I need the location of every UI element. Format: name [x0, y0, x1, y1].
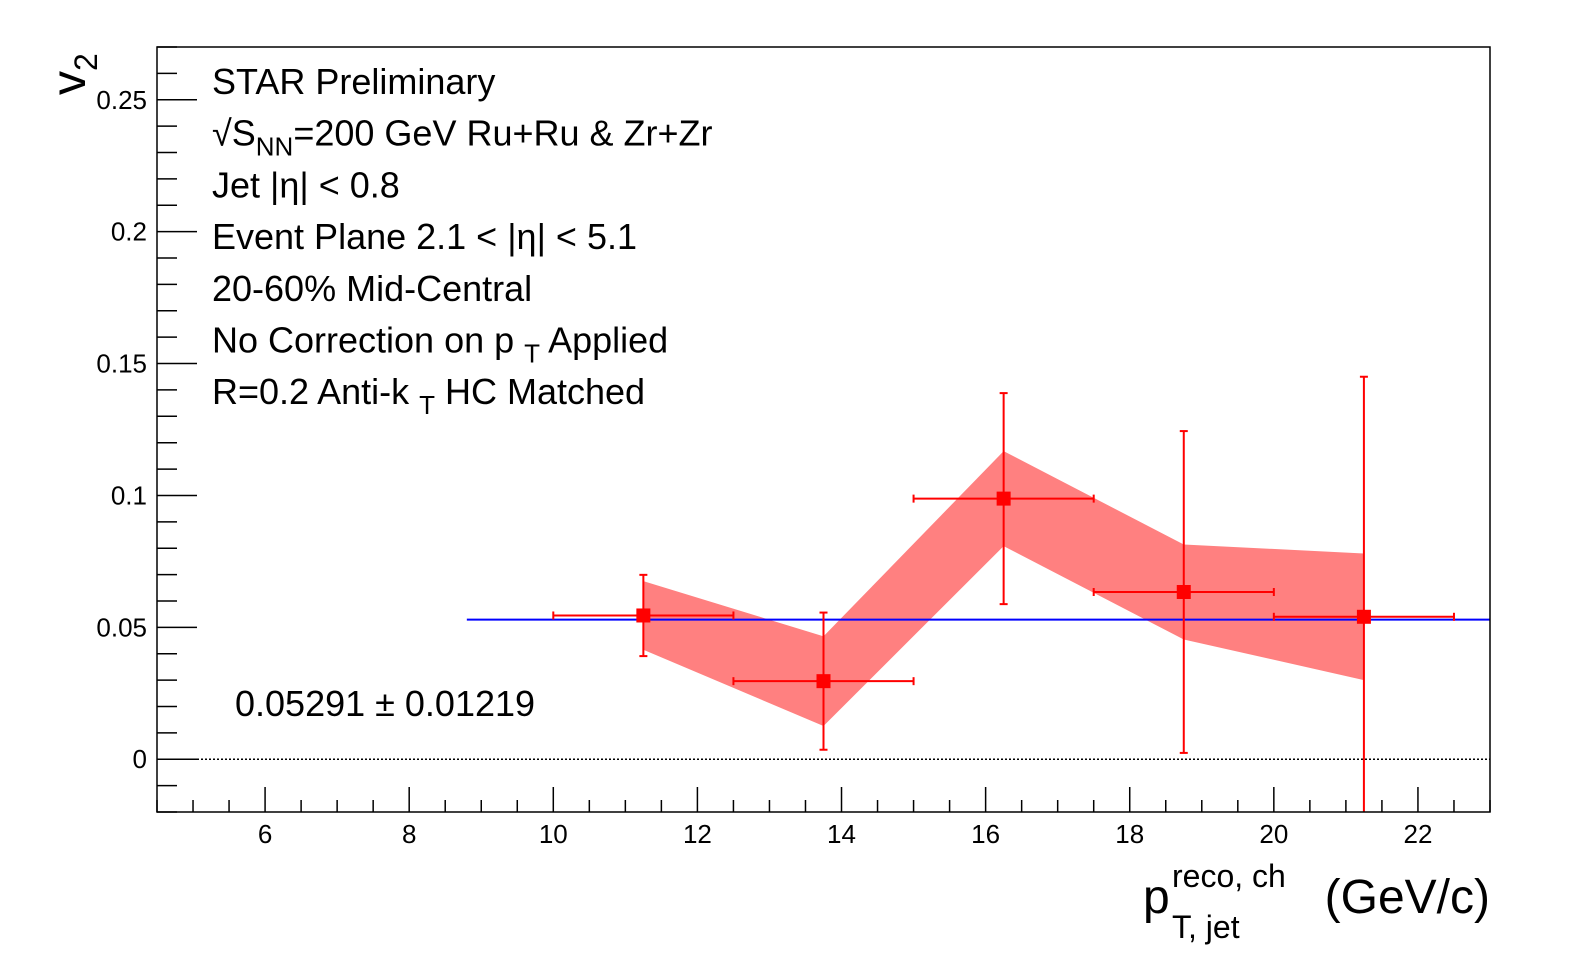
marker [1356, 609, 1371, 624]
annotation-subscript: T [419, 390, 435, 420]
x-tick-label: 14 [827, 819, 856, 849]
x-tick-label: 6 [258, 819, 272, 849]
annotation-part: R=0.2 Anti-k [212, 371, 419, 412]
marker [1176, 584, 1191, 599]
y-tick-label: 0 [133, 744, 147, 774]
y-tick-label: 0.2 [111, 217, 147, 247]
x-label-sup: reco, ch [1172, 858, 1286, 894]
fit-label: 0.05291 ± 0.01219 [235, 683, 535, 724]
marker [996, 491, 1011, 506]
x-label-rest: (GeV/c) [1325, 871, 1490, 924]
annotation: No Correction on p T Applied [212, 320, 668, 369]
annotation-subscript: NN [256, 132, 294, 162]
y-label-sub: 2 [68, 53, 104, 71]
y-label-base: v [43, 71, 96, 95]
marker [816, 674, 831, 689]
y-tick-label: 0.05 [96, 612, 147, 642]
x-tick-label: 16 [971, 819, 1000, 849]
x-label-base: p [1143, 871, 1170, 924]
marker [636, 608, 651, 623]
annotation: Event Plane 2.1 < |η| < 5.1 [212, 216, 637, 257]
x-tick-label: 18 [1115, 819, 1144, 849]
annotation-part: HC Matched [435, 371, 645, 412]
x-tick-label: 8 [402, 819, 416, 849]
annotation-part: √S [212, 113, 256, 154]
frame [156, 46, 1491, 813]
annotation-part: STAR Preliminary [212, 61, 495, 102]
annotation-part: Event Plane 2.1 < |η| < 5.1 [212, 216, 637, 257]
annotation: 20-60% Mid-Central [212, 268, 532, 309]
y-tick-label: 0.1 [111, 480, 147, 510]
annotation-part: =200 GeV Ru+Ru & Zr+Zr [293, 113, 712, 154]
plot-area [157, 375, 1490, 812]
y-tick-label: 0.15 [96, 349, 147, 379]
x-tick-label: 20 [1259, 819, 1288, 849]
annotation-part: No Correction on p [212, 320, 524, 361]
annotation-part: Jet |η| < 0.8 [212, 164, 400, 205]
annotation-part: 20-60% Mid-Central [212, 268, 532, 309]
x-label-sub: T, jet [1172, 909, 1240, 945]
y-axis-label: v2 [43, 53, 104, 95]
x-tick-label: 10 [539, 819, 568, 849]
annotation: √SNN=200 GeV Ru+Ru & Zr+Zr [212, 113, 713, 162]
annotation-subscript: T [524, 339, 540, 369]
x-tick-label: 22 [1403, 819, 1432, 849]
annotation: Jet |η| < 0.8 [212, 164, 400, 205]
annotation: STAR Preliminary [212, 61, 495, 102]
y-tick-label: 0.25 [96, 85, 147, 115]
annotation: R=0.2 Anti-k T HC Matched [212, 371, 645, 420]
annotation-part: Applied [540, 320, 668, 361]
x-tick-label: 12 [683, 819, 712, 849]
